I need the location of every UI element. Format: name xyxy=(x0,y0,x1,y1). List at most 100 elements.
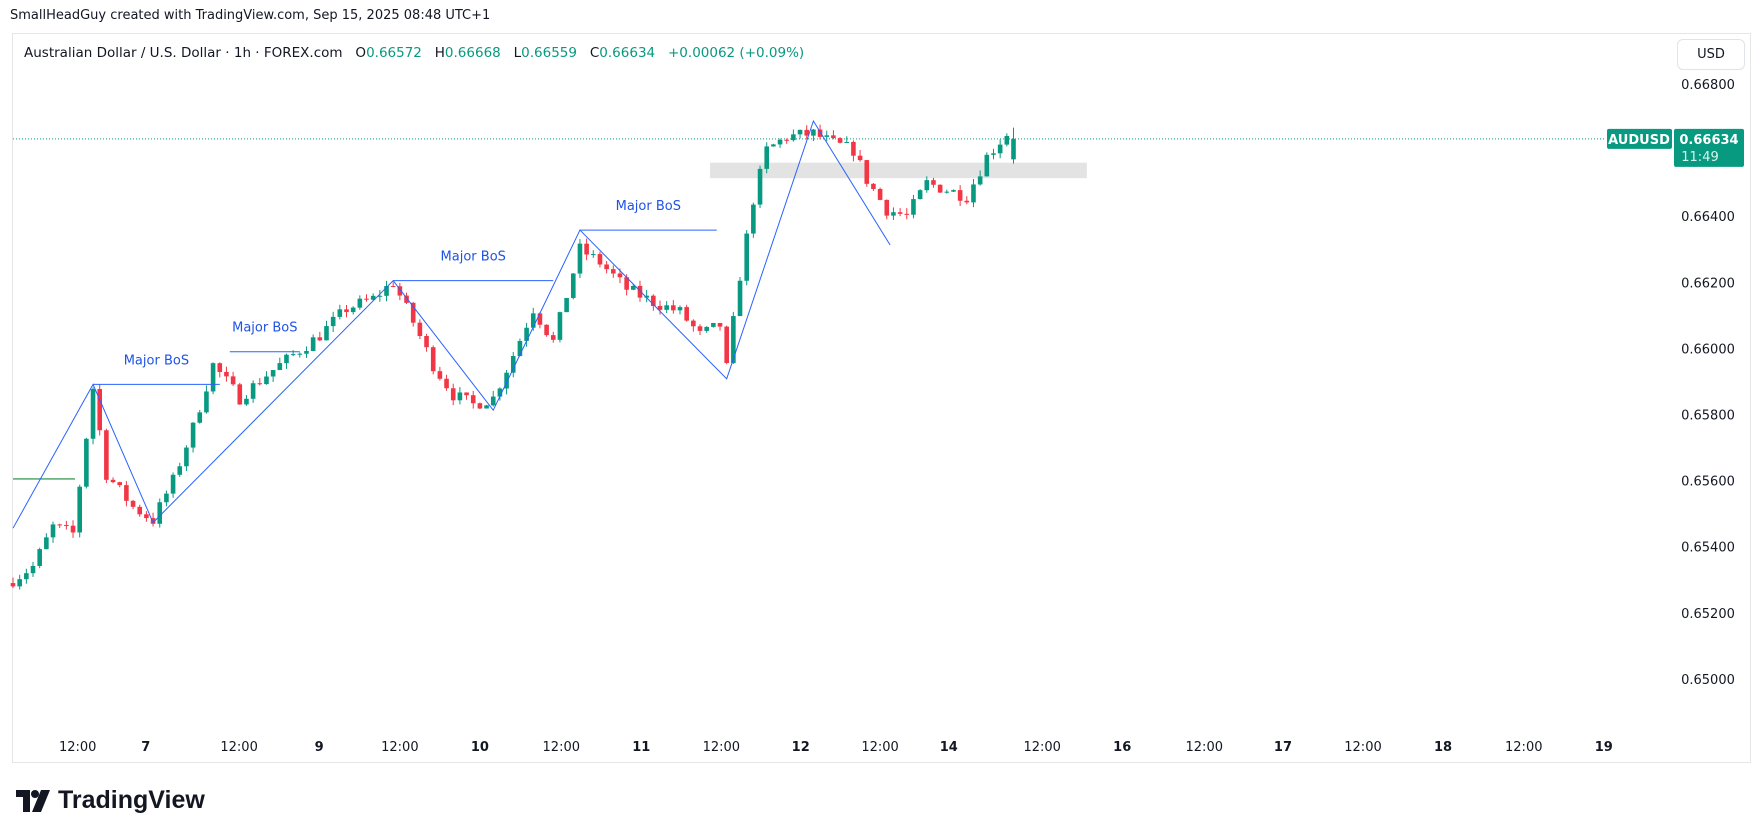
candle-body xyxy=(424,335,429,348)
candle-body xyxy=(130,500,136,507)
candle-body xyxy=(564,297,569,313)
candle-body xyxy=(691,320,696,327)
candle-body xyxy=(44,537,49,550)
close-label: C xyxy=(589,45,600,61)
candle-body xyxy=(224,371,229,377)
candle-body xyxy=(410,302,416,323)
candle-body xyxy=(277,363,283,371)
candle-body xyxy=(737,280,743,317)
candle-body xyxy=(664,305,669,310)
candle-body xyxy=(577,243,583,274)
candle-body xyxy=(530,313,536,328)
candle-body xyxy=(711,323,716,327)
candle-body xyxy=(590,254,596,256)
candle-body xyxy=(771,144,776,147)
candle-body xyxy=(264,376,269,385)
time-axis-label: 12:00 xyxy=(220,740,257,755)
candle-body xyxy=(617,273,623,278)
candle-body xyxy=(137,506,143,515)
candle-body xyxy=(984,154,990,177)
candle-body xyxy=(57,524,62,526)
candle-body xyxy=(791,134,796,141)
candle-body xyxy=(417,322,423,336)
close-value: 0.66634 xyxy=(599,45,656,61)
bos-label: Major BoS xyxy=(232,321,297,336)
candle-body xyxy=(824,135,830,137)
candle-body xyxy=(164,493,169,503)
candle-body xyxy=(377,295,383,297)
candle-body xyxy=(510,356,516,373)
candle-body xyxy=(597,254,603,265)
candle-body xyxy=(877,188,883,200)
tradingview-logo-icon xyxy=(16,789,50,812)
candle-body xyxy=(937,184,943,193)
price-axis-label: 0.65400 xyxy=(1681,541,1735,556)
candle-body xyxy=(124,485,129,501)
price-axis-label: 0.65200 xyxy=(1681,607,1735,622)
candle-body xyxy=(337,309,343,317)
bos-label: Major BoS xyxy=(441,250,506,265)
price-axis-label: 0.65600 xyxy=(1681,475,1735,490)
candle-body xyxy=(537,313,543,325)
time-axis-label: 12:00 xyxy=(1344,740,1381,755)
logo-text: TradingView xyxy=(58,786,205,814)
symbol-tag-text: AUDUSD xyxy=(1608,133,1670,148)
candle-body xyxy=(504,372,509,389)
low-label: L xyxy=(513,45,522,61)
chart-frame[interactable] xyxy=(12,33,1751,763)
candle-body xyxy=(1011,138,1016,160)
supply-demand-zone xyxy=(710,162,1087,179)
candle-body xyxy=(437,371,443,379)
candle-body xyxy=(110,479,116,483)
open-value: 0.66572 xyxy=(366,45,422,61)
candle-body xyxy=(744,233,749,281)
time-axis-label: 10 xyxy=(471,740,489,755)
candle-body xyxy=(964,200,970,203)
time-axis-label: 18 xyxy=(1434,740,1452,755)
candle-body xyxy=(404,295,409,303)
candle-body xyxy=(931,180,936,185)
time-axis-label: 16 xyxy=(1113,740,1131,755)
candle-body xyxy=(644,295,649,298)
candle-body xyxy=(971,184,976,203)
currency-button[interactable]: USD xyxy=(1677,39,1745,70)
change-value: +0.00062 (+0.09%) xyxy=(668,45,805,61)
open-label: O xyxy=(355,45,367,61)
candle-body xyxy=(237,384,243,405)
zigzag-line xyxy=(12,119,891,529)
candle-body xyxy=(104,430,109,480)
candle-body xyxy=(944,191,950,193)
candle-body xyxy=(157,502,163,524)
candle-body xyxy=(17,579,22,587)
last-price-text: 0.66634 xyxy=(1679,133,1738,148)
candle-body xyxy=(444,378,449,389)
candle-body xyxy=(70,525,76,533)
candle-body xyxy=(651,295,656,307)
candle-body xyxy=(857,155,863,161)
candle-body xyxy=(77,486,82,533)
candle-body xyxy=(864,160,870,184)
symbol-description[interactable]: Australian Dollar / U.S. Dollar · 1h · F… xyxy=(24,45,343,61)
chart-caption: SmallHeadGuy created with TradingView.co… xyxy=(10,8,491,23)
time-axis-label: 12:00 xyxy=(59,740,96,755)
candle-body xyxy=(604,264,609,270)
candle-body xyxy=(290,354,296,356)
candle-body xyxy=(284,354,289,364)
candle-body xyxy=(544,324,549,336)
candle-body xyxy=(197,412,203,423)
high-value: 0.66668 xyxy=(444,45,501,61)
candle-body xyxy=(871,183,876,189)
candle-body xyxy=(697,326,703,331)
candle-body xyxy=(10,583,16,587)
candle-body xyxy=(497,388,503,397)
candle-body xyxy=(330,316,336,327)
time-axis-label: 19 xyxy=(1595,740,1613,755)
candle-body xyxy=(917,190,923,200)
candle-body xyxy=(524,327,529,341)
candle-body xyxy=(891,212,896,216)
candle-body xyxy=(570,273,576,298)
time-axis-label: 12:00 xyxy=(381,740,418,755)
candle-body xyxy=(704,326,709,331)
candle-body xyxy=(390,286,396,288)
